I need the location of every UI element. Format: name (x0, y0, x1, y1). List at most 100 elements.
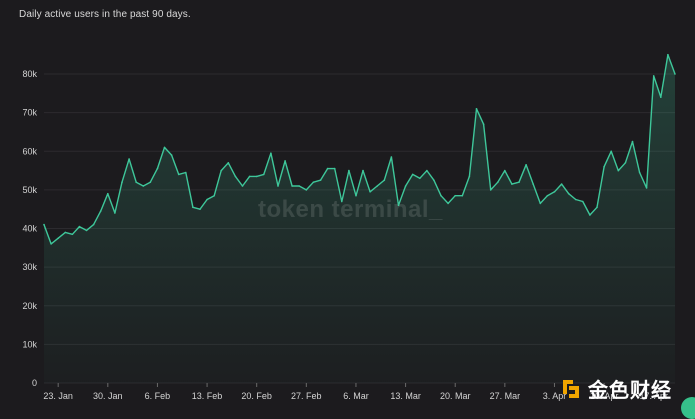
data-point[interactable] (270, 152, 272, 154)
data-point[interactable] (532, 183, 534, 185)
data-point[interactable] (57, 237, 59, 239)
data-point[interactable] (305, 189, 308, 191)
data-point[interactable] (156, 167, 159, 170)
data-point[interactable] (355, 194, 357, 197)
data-point[interactable] (638, 171, 641, 174)
data-point[interactable] (227, 162, 230, 164)
data-point[interactable] (99, 210, 102, 212)
data-point[interactable] (631, 140, 634, 143)
data-point[interactable] (85, 229, 88, 232)
data-point[interactable] (504, 169, 506, 172)
data-point[interactable] (206, 198, 208, 201)
data-point[interactable] (447, 202, 449, 205)
x-tick-label: 20. Mar (440, 391, 471, 401)
data-point[interactable] (255, 175, 258, 178)
data-point[interactable] (475, 108, 478, 110)
data-point[interactable] (220, 169, 222, 172)
data-point[interactable] (177, 173, 180, 176)
x-tick-label: 23. Jan (43, 391, 73, 401)
data-point[interactable] (362, 169, 364, 172)
y-tick-label: 10k (22, 339, 37, 349)
data-point[interactable] (652, 75, 655, 77)
data-point[interactable] (645, 187, 648, 189)
data-point[interactable] (525, 164, 527, 166)
data-point[interactable] (341, 200, 343, 203)
data-point[interactable] (426, 169, 428, 172)
data-point[interactable] (43, 223, 45, 226)
data-point[interactable] (539, 202, 542, 205)
data-point[interactable] (440, 194, 442, 197)
data-point[interactable] (390, 156, 393, 158)
data-point[interactable] (263, 173, 265, 176)
data-point[interactable] (383, 179, 386, 181)
data-point[interactable] (674, 73, 676, 75)
data-point[interactable] (574, 198, 577, 201)
data-point[interactable] (199, 208, 201, 210)
data-point[interactable] (192, 206, 194, 209)
data-point[interactable] (589, 214, 591, 216)
data-point[interactable] (107, 192, 109, 195)
data-point[interactable] (567, 192, 570, 195)
data-point[interactable] (454, 194, 457, 197)
data-point[interactable] (135, 181, 137, 183)
data-point[interactable] (298, 185, 301, 187)
data-point[interactable] (610, 150, 612, 153)
data-point[interactable] (617, 169, 620, 172)
data-point[interactable] (213, 194, 215, 197)
data-point[interactable] (397, 204, 400, 207)
data-point[interactable] (163, 146, 166, 149)
data-point[interactable] (603, 165, 605, 168)
data-point[interactable] (461, 194, 464, 197)
x-tick-label: 13. Feb (192, 391, 223, 401)
data-point[interactable] (185, 171, 187, 174)
data-point[interactable] (291, 185, 293, 187)
data-point[interactable] (596, 206, 598, 209)
data-point[interactable] (149, 181, 152, 183)
data-point[interactable] (128, 158, 130, 160)
data-point[interactable] (277, 185, 279, 187)
data-point[interactable] (404, 185, 407, 187)
data-point[interactable] (553, 191, 556, 193)
data-point[interactable] (518, 181, 520, 183)
data-point[interactable] (660, 96, 662, 98)
data-point[interactable] (333, 167, 336, 170)
data-point[interactable] (667, 53, 669, 56)
data-point[interactable] (50, 243, 52, 245)
data-point[interactable] (546, 194, 549, 197)
data-point[interactable] (64, 231, 67, 234)
data-point[interactable] (312, 181, 315, 183)
x-tick-label: 20. Feb (241, 391, 272, 401)
data-point[interactable] (78, 225, 81, 228)
data-point[interactable] (369, 191, 371, 193)
data-point[interactable] (248, 175, 251, 178)
data-point[interactable] (489, 189, 492, 191)
data-point[interactable] (284, 160, 286, 162)
data-point[interactable] (468, 175, 471, 178)
x-tick-label: 30. Jan (93, 391, 123, 401)
data-point[interactable] (319, 179, 322, 181)
data-point[interactable] (71, 233, 74, 236)
data-point[interactable] (482, 123, 485, 125)
data-point[interactable] (121, 181, 123, 183)
data-point[interactable] (624, 162, 627, 164)
corner-badge[interactable] (681, 397, 695, 419)
data-point[interactable] (376, 185, 379, 187)
data-point[interactable] (92, 223, 95, 226)
data-point[interactable] (326, 167, 329, 170)
data-point[interactable] (114, 212, 116, 214)
data-point[interactable] (234, 175, 237, 178)
series-line (43, 54, 676, 245)
data-point[interactable] (582, 200, 584, 203)
data-point[interactable] (419, 177, 421, 180)
data-point[interactable] (348, 169, 350, 172)
data-point[interactable] (142, 185, 145, 187)
data-point[interactable] (511, 183, 513, 185)
data-point[interactable] (170, 154, 173, 156)
data-point[interactable] (433, 179, 435, 181)
data-point[interactable] (497, 181, 499, 183)
data-point[interactable] (241, 185, 244, 187)
data-point[interactable] (411, 173, 414, 176)
y-tick-label: 80k (22, 69, 37, 79)
data-point[interactable] (560, 183, 563, 185)
y-tick-label: 40k (22, 224, 37, 234)
